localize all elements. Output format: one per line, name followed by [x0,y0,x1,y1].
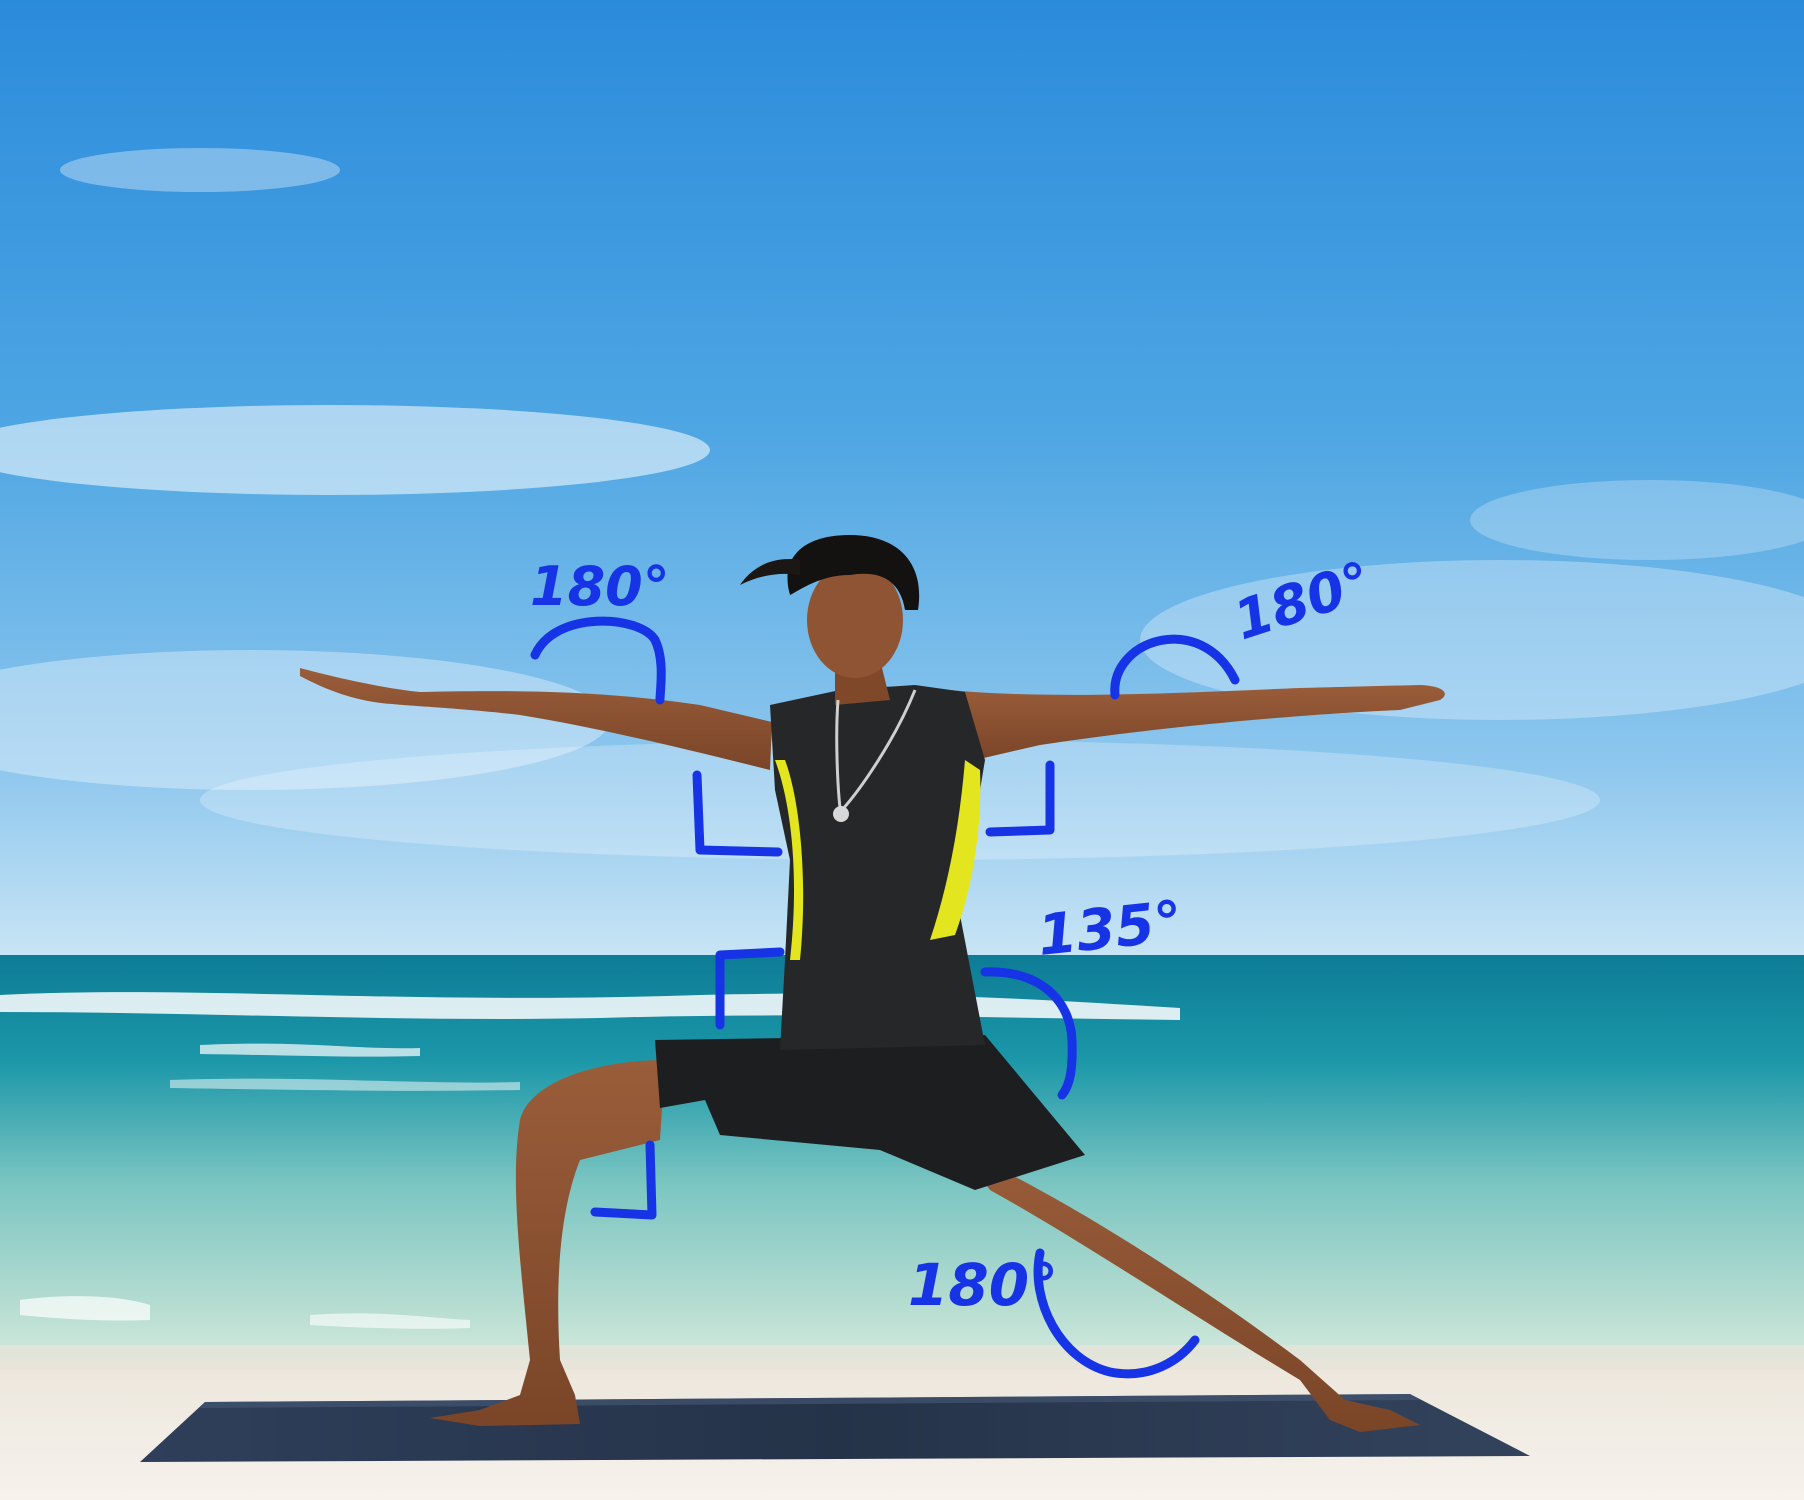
back-knee-angle-label: 180° [908,1251,1058,1319]
person [300,535,1445,1432]
right-arm-arc [1110,634,1240,700]
angle-annotations [530,616,1240,1379]
back-knee-arc [1033,1248,1200,1379]
black-shirt [770,685,985,1050]
left-arm-angle-label: 180° [530,555,670,618]
right-hip-arc [980,967,1077,1100]
right-armpit-bracket [985,760,1055,837]
black-shorts [655,1035,1085,1190]
left-armpit-bracket [692,770,783,857]
hair [787,535,920,610]
left-arm-arc [530,616,666,705]
clouds [0,148,1804,860]
front-knee-bracket [590,1140,657,1220]
hip-angle-label: 135° [1035,889,1186,969]
left-hip-bracket [715,947,785,1030]
